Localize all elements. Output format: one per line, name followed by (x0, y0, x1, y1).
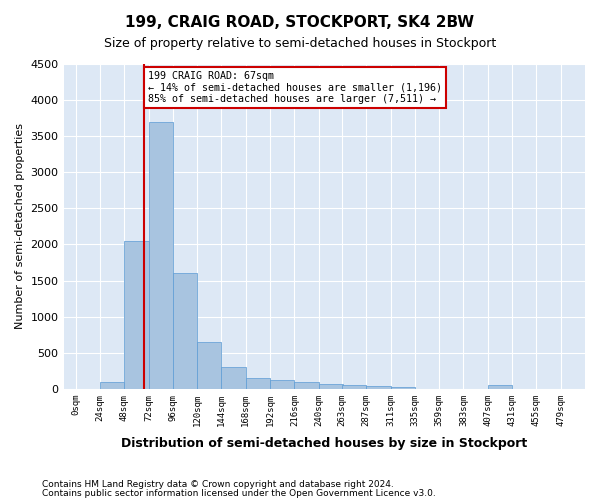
Bar (342, 385, 366, 389)
X-axis label: Distribution of semi-detached houses by size in Stockport: Distribution of semi-detached houses by … (121, 437, 527, 450)
Text: 199, CRAIG ROAD, STOCKPORT, SK4 2BW: 199, CRAIG ROAD, STOCKPORT, SK4 2BW (125, 15, 475, 30)
Bar (319, 384, 343, 389)
Text: Size of property relative to semi-detached houses in Stockport: Size of property relative to semi-detach… (104, 38, 496, 51)
Bar (366, 386, 391, 389)
Bar (488, 385, 512, 389)
Bar (149, 122, 173, 389)
Bar (295, 382, 319, 389)
Y-axis label: Number of semi-detached properties: Number of semi-detached properties (15, 124, 25, 330)
Text: 199 CRAIG ROAD: 67sqm
← 14% of semi-detached houses are smaller (1,196)
85% of s: 199 CRAIG ROAD: 67sqm ← 14% of semi-deta… (148, 71, 442, 104)
Bar (124, 241, 149, 389)
Bar (173, 274, 197, 389)
Bar (197, 342, 221, 389)
Bar (270, 380, 295, 389)
Text: Contains HM Land Registry data © Crown copyright and database right 2024.: Contains HM Land Registry data © Crown c… (42, 480, 394, 489)
Bar (100, 382, 124, 389)
Bar (246, 378, 270, 389)
Bar (221, 367, 246, 389)
Bar (391, 388, 415, 389)
Text: Contains public sector information licensed under the Open Government Licence v3: Contains public sector information licen… (42, 489, 436, 498)
